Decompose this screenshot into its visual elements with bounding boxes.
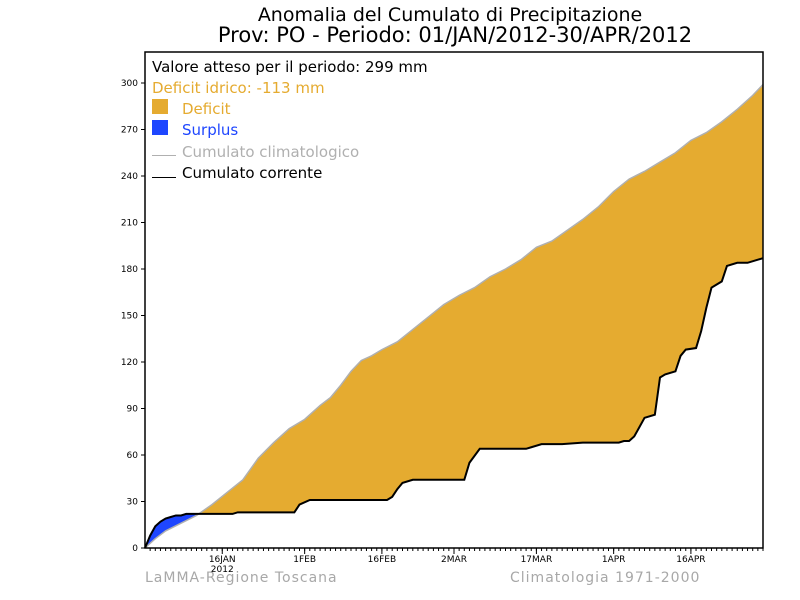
- footer-climatology: Climatologia 1971-2000: [510, 570, 701, 586]
- legend-deficit-value: Deficit idrico: -113 mm: [152, 79, 325, 97]
- y-tick-label: 300: [121, 79, 138, 89]
- x-tick-sublabel: 2012: [211, 565, 234, 575]
- plot-frame: [144, 51, 764, 549]
- legend-surplus-label: Surplus: [182, 121, 239, 139]
- x-tick-label: 17MAR: [521, 555, 553, 565]
- deficit-swatch-icon: [152, 99, 168, 114]
- x-tick-label: 1FEB: [293, 555, 316, 565]
- current-line: [144, 257, 764, 549]
- y-tick-label: 0: [132, 544, 138, 554]
- climatological-line-swatch-icon: [152, 155, 176, 156]
- y-tick-label: 180: [121, 265, 138, 275]
- chart-title: Anomalia del Cumulato di Precipitazione: [257, 4, 643, 26]
- legend-expected-value: Valore atteso per il periodo: 299 mm: [152, 58, 428, 76]
- x-tick-label: 2MAR: [441, 555, 467, 565]
- y-tick-label: 210: [121, 219, 138, 229]
- chart-subtitle: Prov: PO - Periodo: 01/JAN/2012-30/APR/2…: [217, 23, 693, 47]
- y-axis: 0 30 60 90 120 150 180 210 240 270 300: [121, 79, 145, 554]
- deficit-area: [145, 84, 763, 549]
- climatological-line: [144, 84, 764, 549]
- x-tick-label: 16FEB: [368, 555, 397, 565]
- y-tick-label: 90: [127, 405, 139, 415]
- y-tick-label: 270: [121, 126, 138, 136]
- current-line-swatch-icon: [152, 177, 176, 178]
- footer-credit: LaMMA-Regione Toscana: [145, 570, 338, 586]
- legend-climatological-label: Cumulato climatologico: [182, 143, 360, 161]
- x-tick-label: 16APR: [676, 555, 705, 565]
- x-tick-label: 16JAN: [209, 555, 236, 565]
- legend-deficit-label: Deficit: [182, 100, 231, 118]
- surplus-swatch-icon: [152, 120, 168, 135]
- legend-current-label: Cumulato corrente: [182, 164, 323, 182]
- y-tick-label: 120: [121, 358, 138, 368]
- y-tick-label: 150: [121, 312, 138, 322]
- y-tick-label: 240: [121, 172, 138, 182]
- y-tick-label: 60: [127, 451, 139, 461]
- y-tick-label: 30: [127, 498, 139, 508]
- x-tick-label: 1APR: [602, 555, 626, 565]
